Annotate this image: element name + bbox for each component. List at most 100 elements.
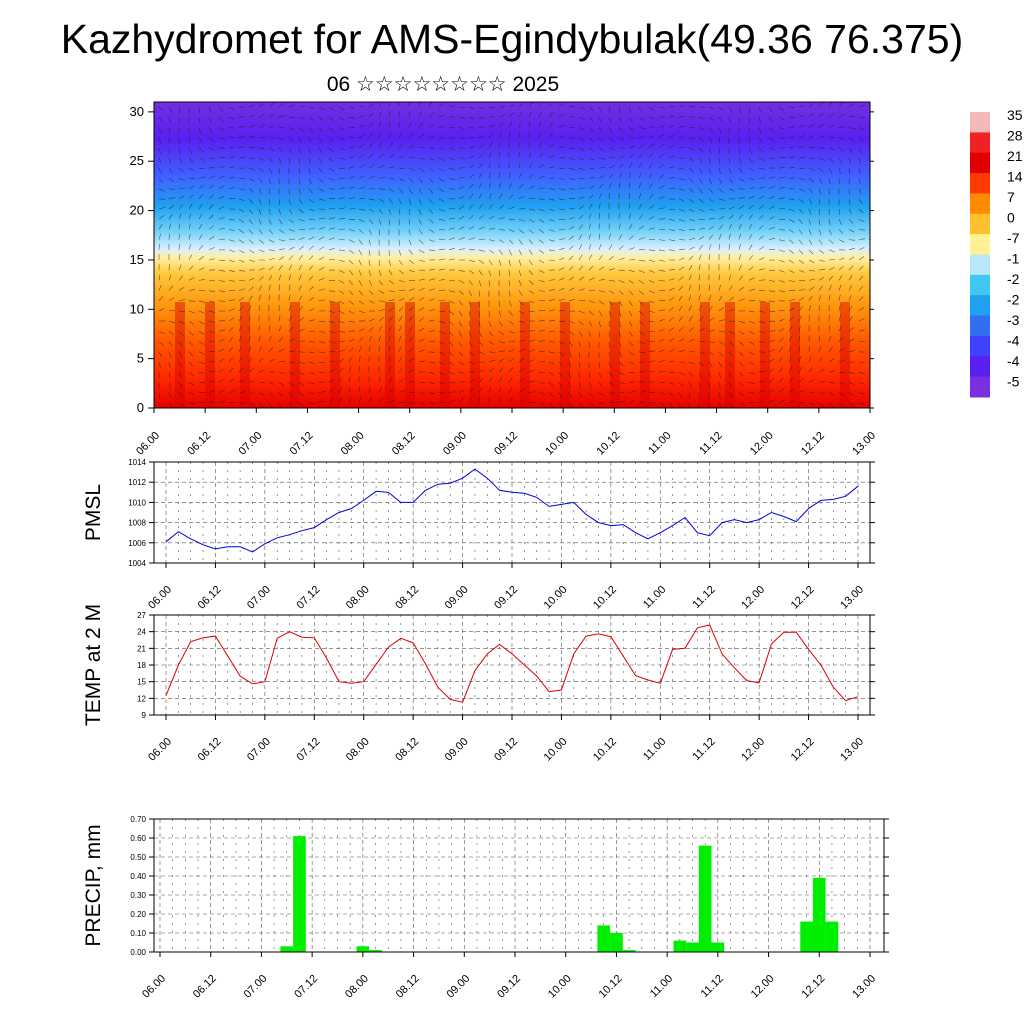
- wind-vector: [828, 294, 831, 301]
- wind-vector: [388, 280, 395, 285]
- wind-vector: [358, 134, 365, 138]
- wind-vector: [708, 305, 713, 312]
- wind-vector: [558, 113, 565, 118]
- wind-vector: [768, 310, 776, 312]
- wind-vector: [608, 127, 613, 133]
- wind-vector: [368, 259, 371, 266]
- wind-vector: [188, 341, 194, 347]
- wind-vector: [308, 308, 315, 312]
- wind-vector: [458, 237, 465, 240]
- wind-vector: [338, 290, 345, 295]
- wind-vector: [818, 346, 822, 352]
- wind-vector: [688, 327, 694, 332]
- wind-vector: [528, 249, 533, 255]
- wind-vector: [818, 368, 825, 373]
- wind-vector: [408, 198, 412, 205]
- wind-vector: [478, 153, 484, 159]
- wind-vector: [438, 401, 446, 404]
- wind-vector: [478, 135, 485, 138]
- temp-y-tick-label: 24: [137, 628, 146, 637]
- wind-vector: [718, 361, 722, 368]
- precip-x-tick-label: 07.00: [242, 973, 270, 1001]
- wind-vector: [768, 117, 773, 123]
- wind-vector: [248, 335, 251, 342]
- wind-vector: [508, 112, 514, 118]
- wind-vector: [398, 259, 403, 266]
- wind-vector: [558, 309, 565, 312]
- wind-vector: [778, 197, 785, 200]
- wind-vector: [268, 147, 275, 151]
- wind-vector: [748, 331, 755, 335]
- wind-vector: [488, 351, 496, 353]
- wind-vector: [628, 172, 632, 179]
- wind-vector: [278, 127, 286, 129]
- wind-vector: [798, 135, 805, 138]
- wind-vector: [338, 300, 345, 305]
- wind-vector: [448, 227, 455, 230]
- wind-vector: [368, 198, 375, 201]
- wind-vector: [278, 256, 285, 261]
- wind-vector: [168, 309, 175, 312]
- wind-vector: [238, 306, 244, 312]
- wind-vector: [208, 225, 214, 230]
- wind-vector: [298, 208, 304, 214]
- wind-vector: [828, 147, 835, 151]
- wind-vector: [828, 239, 834, 244]
- wind-vector: [748, 147, 752, 154]
- precip-bar: [622, 950, 636, 952]
- wind-vector: [428, 198, 434, 204]
- wind-vector: [408, 326, 413, 332]
- temp-y-tick-label: 9: [142, 711, 147, 720]
- wind-vector: [298, 295, 303, 301]
- wind-vector: [848, 371, 855, 374]
- wind-vector: [238, 136, 245, 138]
- wind-vector: [228, 187, 235, 189]
- wind-vector: [538, 290, 545, 292]
- wind-vector: [338, 377, 343, 383]
- colorbar-segment: [970, 315, 990, 337]
- wind-vector: [798, 219, 803, 225]
- wind-vector: [218, 379, 225, 383]
- wind-vector: [258, 276, 264, 281]
- wind-vector: [218, 269, 225, 272]
- wind-vector: [808, 278, 815, 281]
- temp-y-tick-label: 21: [137, 644, 146, 653]
- wind-vector: [518, 348, 525, 353]
- wind-vector: [468, 331, 472, 338]
- wind-vector: [228, 390, 235, 393]
- wind-vector: [718, 372, 721, 378]
- wind-vector: [188, 351, 194, 357]
- wind-vector: [538, 249, 544, 254]
- wind-vector: [738, 382, 744, 387]
- wind-vector: [628, 381, 636, 383]
- wind-vector: [178, 372, 183, 378]
- wind-vector: [548, 382, 554, 387]
- wind-vector: [558, 188, 565, 191]
- wind-vector: [218, 175, 225, 179]
- wind-vector: [168, 223, 171, 230]
- wind-vector: [608, 280, 615, 282]
- wind-vector: [538, 175, 545, 179]
- wind-vector: [658, 339, 665, 342]
- pmsl-y-tick-label: 1010: [128, 498, 146, 507]
- wind-vector: [588, 213, 592, 220]
- wind-vector: [438, 392, 446, 394]
- wind-vector: [168, 274, 172, 281]
- wind-vector: [178, 287, 185, 291]
- wind-vector: [578, 372, 581, 379]
- pmsl-y-tick-label: 1004: [128, 559, 146, 568]
- wind-vector: [558, 247, 565, 251]
- wind-vector: [448, 320, 454, 326]
- wind-vector: [568, 235, 574, 240]
- wind-vector: [428, 319, 435, 322]
- wind-vector: [788, 366, 793, 373]
- wind-vector: [648, 290, 655, 294]
- wind-vector: [248, 114, 255, 118]
- wind-vector: [408, 269, 415, 273]
- wind-vector: [798, 335, 801, 342]
- wind-vector: [568, 276, 574, 281]
- wind-vector: [278, 239, 285, 242]
- heatmap-warm-streaks: [175, 302, 850, 408]
- wind-vector: [418, 188, 423, 194]
- wind-vector: [748, 178, 755, 180]
